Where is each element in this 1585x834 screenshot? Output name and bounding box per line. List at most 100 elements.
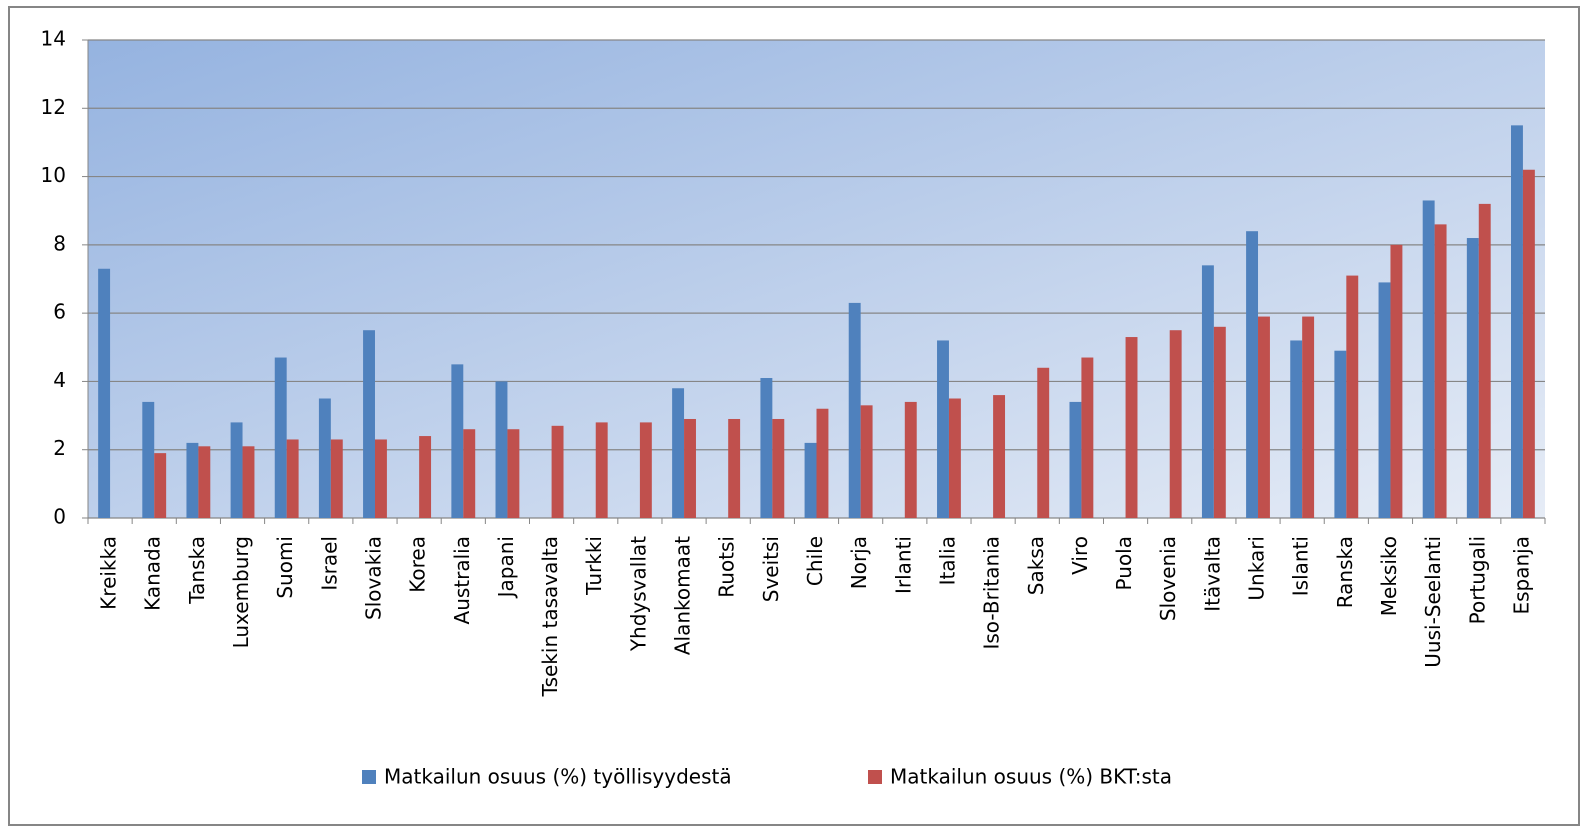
bar <box>318 398 331 518</box>
y-tick-label: 10 <box>41 163 66 187</box>
bar <box>937 340 949 518</box>
bar <box>1378 282 1391 518</box>
x-tick-label: Slovenia <box>1156 536 1180 621</box>
x-tick-label: Australia <box>450 536 474 624</box>
bar <box>728 418 741 518</box>
x-tick-label: Viro <box>1068 536 1092 575</box>
bar <box>1258 316 1270 518</box>
x-tick-label: Yhdysvallat <box>626 536 650 652</box>
x-tick-label: Sveitsi <box>759 536 783 602</box>
bar <box>848 302 861 518</box>
bar <box>186 442 199 518</box>
x-tick-label: Slovakia <box>361 536 385 620</box>
bar <box>948 398 961 518</box>
legend-label: Matkailun osuus (%) BKT:sta <box>890 765 1172 789</box>
bar <box>1466 238 1479 518</box>
y-tick-label: 2 <box>53 436 66 460</box>
bar <box>142 401 155 518</box>
bar <box>639 422 652 518</box>
bar <box>1246 231 1259 518</box>
bar <box>1302 316 1315 518</box>
bar <box>495 381 508 518</box>
x-tick-label: Norja <box>847 536 871 589</box>
x-tick-label: Luxemburg <box>229 536 253 648</box>
x-tick-label: Ranska <box>1333 536 1357 608</box>
bar <box>1511 125 1523 518</box>
bar <box>463 429 476 518</box>
bar <box>860 405 873 518</box>
bar <box>1290 340 1303 518</box>
bar <box>684 418 696 518</box>
y-tick-label: 4 <box>53 368 66 392</box>
x-tick-label: Islanti <box>1289 536 1313 596</box>
bar <box>374 439 387 518</box>
legend-swatch <box>362 770 376 784</box>
bar <box>595 422 608 518</box>
bar <box>1390 244 1403 518</box>
bar <box>1037 367 1050 518</box>
x-tick-label: Itävalta <box>1200 536 1224 612</box>
y-tick-label: 0 <box>53 505 66 529</box>
bar <box>551 425 564 518</box>
x-tick-label: Kreikka <box>97 536 121 610</box>
bar <box>993 395 1006 518</box>
x-tick-label: Irlanti <box>891 536 915 594</box>
bar <box>1346 275 1359 518</box>
x-tick-label: Kanada <box>141 536 165 611</box>
x-tick-label: Tanska <box>185 536 209 605</box>
bar <box>1478 203 1491 518</box>
bar <box>363 330 375 518</box>
bar <box>760 378 773 518</box>
x-tick-label: Chile <box>803 536 827 586</box>
bar <box>286 439 299 518</box>
x-tick-label: Saksa <box>1024 536 1048 595</box>
bar <box>1434 224 1447 518</box>
bar <box>1522 169 1535 518</box>
bar <box>816 408 829 518</box>
bar <box>242 446 255 518</box>
bar <box>1169 330 1182 518</box>
bar <box>1422 200 1435 518</box>
x-tick-label: Tsekin tasavalta <box>538 536 562 697</box>
bar <box>507 429 520 518</box>
x-tick-label: Uusi-Seelanti <box>1421 536 1445 668</box>
bar <box>1334 350 1347 518</box>
bar <box>672 388 685 518</box>
bar <box>451 364 464 518</box>
legend-label: Matkailun osuus (%) työllisyydestä <box>384 765 732 789</box>
y-tick-label: 8 <box>53 231 66 255</box>
x-tick-label: Suomi <box>273 536 297 599</box>
bar <box>1213 326 1226 518</box>
x-tick-label: Portugali <box>1465 536 1489 624</box>
bar <box>1201 265 1214 518</box>
x-tick-label: Israel <box>317 536 341 591</box>
x-tick-label: Meksiko <box>1377 536 1401 616</box>
x-tick-label: Alankomaat <box>671 536 695 655</box>
bar <box>154 453 167 518</box>
bar <box>274 357 287 518</box>
x-tick-label: Puola <box>1112 536 1136 590</box>
bar <box>330 439 343 518</box>
x-tick-label: Ruotsi <box>715 536 739 598</box>
x-tick-label: Italia <box>935 536 959 585</box>
y-tick-label: 12 <box>41 95 66 119</box>
x-tick-label: Espanja <box>1509 536 1533 615</box>
bar <box>198 446 211 518</box>
bar <box>1081 357 1094 518</box>
bar <box>904 401 917 518</box>
bar <box>230 422 243 518</box>
bar <box>98 268 111 518</box>
bar <box>1069 401 1082 518</box>
bar <box>772 418 785 518</box>
x-tick-label: Turkki <box>582 536 606 596</box>
legend-swatch <box>868 770 882 784</box>
y-tick-label: 6 <box>53 300 66 324</box>
bar <box>804 442 817 518</box>
bar <box>1125 337 1138 518</box>
x-tick-label: Iso-Britania <box>980 536 1004 650</box>
bar <box>419 436 432 518</box>
x-tick-label: Unkari <box>1245 536 1269 601</box>
y-tick-label: 14 <box>41 27 66 51</box>
x-tick-label: Japani <box>494 536 518 599</box>
